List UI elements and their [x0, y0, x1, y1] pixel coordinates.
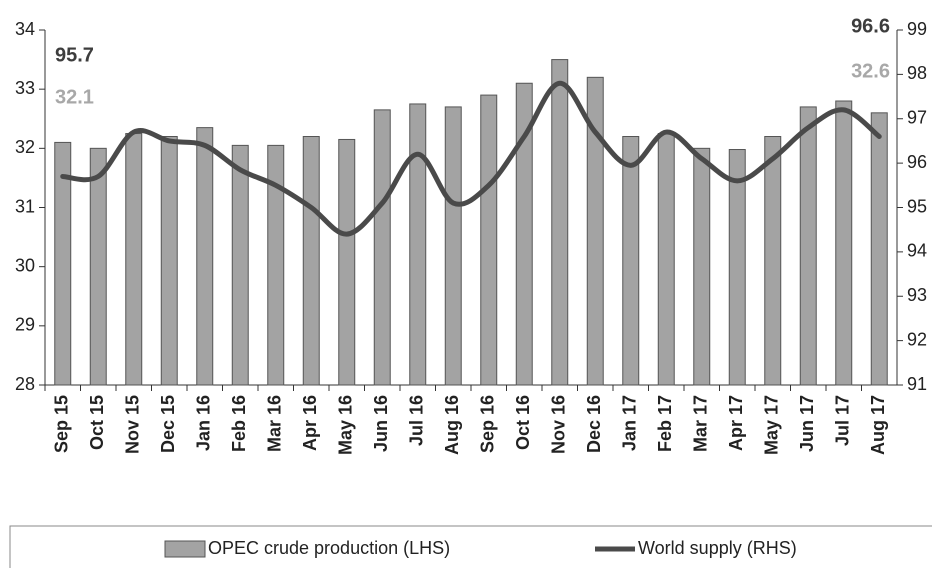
x-tick-label: May 16 [336, 395, 356, 455]
y2-tick-label: 98 [907, 63, 927, 83]
y2-tick-label: 97 [907, 108, 927, 128]
y-tick-label: 32 [15, 137, 35, 157]
y2-tick-label: 95 [907, 196, 927, 216]
x-tick-label: Feb 17 [655, 395, 675, 452]
y-tick-label: 30 [15, 255, 35, 275]
y2-tick-label: 91 [907, 374, 927, 394]
bar [870, 112, 888, 386]
bar [54, 141, 72, 386]
x-tick-label: Nov 16 [549, 395, 569, 454]
legend-frame [9, 525, 932, 568]
legend-swatch [164, 540, 206, 558]
bar [267, 144, 285, 386]
x-tick-label: Jul 16 [407, 395, 427, 446]
x-tick-label: Apr 17 [726, 395, 746, 451]
annotation: 96.6 [851, 15, 890, 37]
y-tick-label: 29 [15, 315, 35, 335]
x-tick-label: Apr 16 [300, 395, 320, 451]
x-tick-label: Oct 15 [87, 395, 107, 450]
bar [799, 106, 817, 386]
legend-label: OPEC crude production (LHS) [208, 538, 450, 558]
x-tick-label: Sep 16 [478, 395, 498, 453]
bar [728, 149, 746, 386]
annotation: 32.6 [851, 60, 890, 82]
x-tick-label: Jan 17 [620, 395, 640, 451]
x-tick-label: Mar 16 [265, 395, 285, 452]
y2-tick-label: 96 [907, 152, 927, 172]
x-tick-label: May 17 [762, 395, 782, 455]
y-tick-label: 34 [15, 19, 35, 39]
x-tick-label: Jul 17 [833, 395, 853, 446]
x-tick-label: Dec 16 [584, 395, 604, 453]
bar [444, 106, 462, 386]
bar [515, 82, 533, 386]
x-tick-label: Jan 16 [194, 395, 214, 451]
x-tick-label: Dec 15 [158, 395, 178, 453]
bar [657, 133, 675, 386]
y2-tick-label: 92 [907, 329, 927, 349]
x-tick-label: Sep 15 [52, 395, 72, 453]
bar [373, 109, 391, 386]
bar [231, 144, 249, 386]
bar [409, 103, 427, 386]
bar [764, 136, 782, 386]
bar [835, 100, 853, 386]
bar [302, 136, 320, 386]
annotation: 32.1 [55, 86, 94, 108]
y2-tick-label: 94 [907, 241, 927, 261]
bar [693, 147, 711, 386]
y-tick-label: 33 [15, 78, 35, 98]
y-tick-label: 28 [15, 374, 35, 394]
bar [480, 94, 498, 386]
bar [622, 136, 640, 386]
x-tick-label: Jun 17 [797, 395, 817, 452]
bar [338, 138, 356, 386]
bar [125, 133, 143, 386]
bar [586, 76, 604, 386]
x-tick-label: Feb 16 [229, 395, 249, 452]
x-tick-label: Oct 16 [513, 395, 533, 450]
bar [551, 59, 569, 386]
x-tick-label: Mar 17 [691, 395, 711, 452]
bar [160, 136, 178, 386]
x-tick-label: Aug 16 [442, 395, 462, 455]
x-tick-label: Nov 15 [123, 395, 143, 454]
y2-tick-label: 93 [907, 285, 927, 305]
legend-label: World supply (RHS) [638, 538, 797, 558]
y-tick-label: 31 [15, 196, 35, 216]
bar [89, 147, 107, 386]
x-tick-label: Jun 16 [371, 395, 391, 452]
y2-tick-label: 99 [907, 19, 927, 39]
annotation: 95.7 [55, 44, 94, 66]
bar [196, 127, 214, 386]
line [60, 80, 882, 237]
x-tick-label: Aug 17 [868, 395, 888, 455]
